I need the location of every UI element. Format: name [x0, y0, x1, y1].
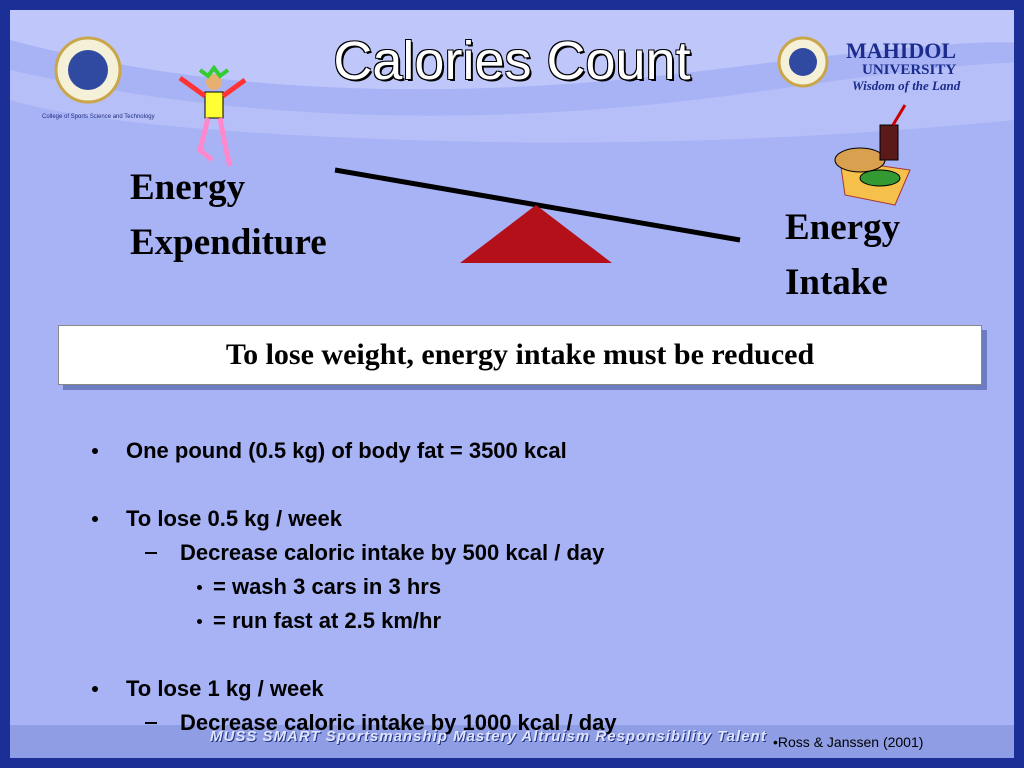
bullet-text: Decrease caloric intake by 500 kcal / da… [180, 540, 605, 565]
label-line: Intake [785, 262, 888, 303]
logo-name: MAHIDOL [846, 38, 956, 63]
callout-box: To lose weight, energy intake must be re… [58, 325, 982, 385]
decoration [10, 10, 1014, 758]
label-line: Energy [130, 167, 246, 208]
dash-marker [145, 552, 157, 554]
dash-marker [145, 722, 157, 724]
footer-tagline: MUSS SMART Sportsmanship Mastery Altruis… [210, 728, 767, 745]
bullet-text: Decrease caloric intake by 1000 kcal / d… [180, 710, 617, 735]
logo-subname: UNIVERSITY [862, 62, 957, 78]
left-label: Energy Expenditure [130, 160, 327, 270]
bullet-text: = run fast at 2.5 km/hr [213, 608, 442, 633]
citation: •Ross & Janssen (2001) [773, 734, 924, 750]
label-line: Energy [785, 207, 901, 248]
bullet-text: One pound (0.5 kg) of body fat = 3500 kc… [126, 438, 567, 463]
bullet-marker [92, 686, 98, 692]
bullet-text: To lose 1 kg / week [126, 676, 324, 701]
bullet-text: To lose 0.5 kg / week [126, 506, 343, 531]
callout-text: To lose weight, energy intake must be re… [225, 338, 815, 371]
title: Calories Count [333, 31, 691, 91]
bullet-marker [197, 584, 202, 590]
college-text: College of Sports Science and Technology [42, 114, 155, 120]
bullet-text: = wash 3 cars in 3 hrs [213, 574, 442, 599]
bullet-marker [92, 448, 98, 454]
label-line: Expenditure [130, 222, 327, 263]
bullet-marker [197, 618, 202, 624]
bullet-marker [92, 516, 98, 522]
right-label: Energy Intake [785, 200, 900, 310]
logo-motto: Wisdom of the Land [852, 78, 961, 93]
